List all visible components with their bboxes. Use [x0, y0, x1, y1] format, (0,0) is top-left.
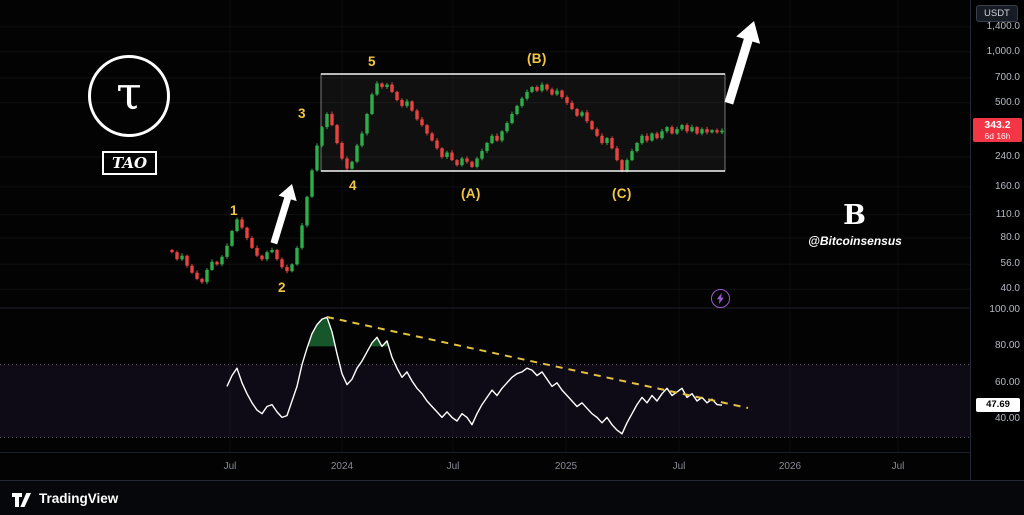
price-axis-label: 40.0 [1000, 283, 1020, 294]
rsi-trendline-drawing[interactable] [326, 316, 749, 409]
time-axis-label: 2026 [778, 461, 802, 472]
price-axis-label: 1,400.0 [986, 21, 1020, 32]
lightning-icon [716, 293, 724, 304]
rsi-axis-label: 80.00 [994, 340, 1020, 351]
price-axis-label: 1,000.0 [986, 46, 1020, 57]
chart-canvas[interactable]: τ TAO B @Bitcoinsensus 1 2 3 4 5 (A) (B) (C) [0, 0, 970, 480]
time-axis-label: Jul [446, 461, 460, 472]
price-axis-label: 110.0 [995, 209, 1020, 220]
time-axis[interactable]: Jul 2024 Jul 2025 Jul 2026 Jul [0, 452, 970, 481]
price-axis-label: 80.0 [1000, 232, 1020, 243]
price-axis-label: 56.0 [1000, 258, 1020, 269]
price-axis-label: 500.0 [994, 97, 1020, 108]
price-axis[interactable]: USDT 343.2 6d 16h 47.69 1,400.0 1,000.0 70… [970, 0, 1024, 480]
rsi-axis-label: 60.00 [994, 377, 1020, 388]
time-axis-label: 2024 [330, 461, 354, 472]
price-axis-label: 700.0 [994, 72, 1020, 83]
price-axis-label: 240.0 [994, 151, 1020, 162]
rsi-line [226, 316, 723, 435]
last-price-badge: 343.2 6d 16h [973, 118, 1022, 142]
bar-countdown: 6d 16h [984, 131, 1011, 141]
price-rsi-panes[interactable] [0, 0, 970, 480]
rsi-axis-label: 40.00 [994, 413, 1020, 424]
wave-label-4[interactable]: 4 [349, 178, 357, 193]
wave-label-b[interactable]: (B) [527, 51, 547, 66]
tradingview-brand-text[interactable]: TradingView [39, 490, 119, 506]
rsi-value-badge: 47.69 [976, 398, 1020, 412]
footer-bar: TradingView [0, 480, 1024, 515]
wave-label-3[interactable]: 3 [298, 106, 306, 121]
wave-label-c[interactable]: (C) [612, 186, 632, 201]
time-axis-label: Jul [223, 461, 237, 472]
rsi-overbought-fill [307, 317, 389, 347]
tradingview-logo-icon[interactable] [12, 490, 31, 507]
candlestick-series [170, 81, 724, 285]
wave-label-a[interactable]: (A) [461, 186, 481, 201]
arrow-up-drawing[interactable] [717, 17, 766, 107]
time-axis-label: Jul [891, 461, 905, 472]
rsi-axis-label: 100.00 [989, 304, 1020, 315]
currency-toggle-button[interactable]: USDT [976, 5, 1018, 22]
range-box[interactable] [320, 73, 726, 172]
wave-label-2[interactable]: 2 [278, 280, 286, 295]
last-price-value: 343.2 [984, 119, 1011, 131]
arrow-up-drawing[interactable] [265, 181, 301, 246]
price-axis-label: 160.0 [994, 181, 1020, 192]
time-axis-label: 2025 [554, 461, 578, 472]
wave-label-1[interactable]: 1 [230, 203, 238, 218]
boost-icon[interactable] [711, 289, 730, 308]
wave-label-5[interactable]: 5 [368, 54, 376, 69]
time-axis-label: Jul [672, 461, 686, 472]
